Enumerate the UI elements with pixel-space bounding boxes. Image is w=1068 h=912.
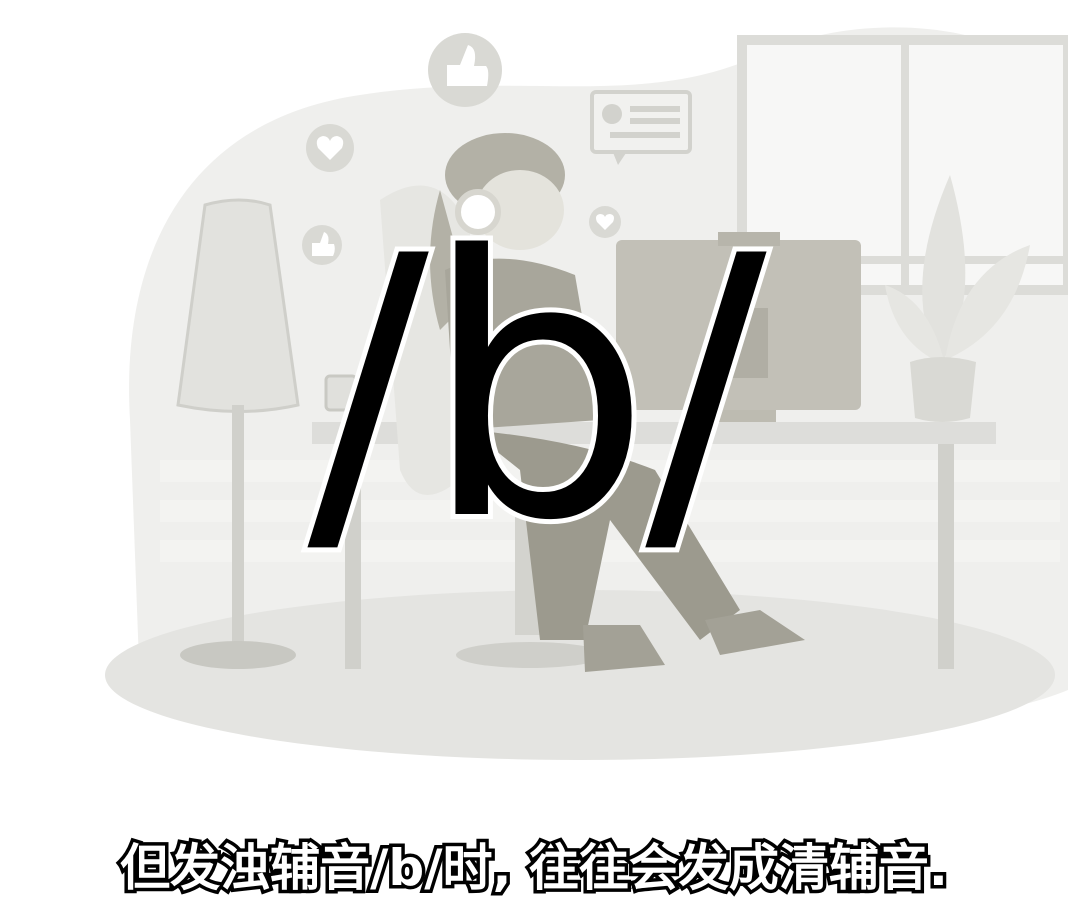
- thumbs-up-icon: [302, 225, 342, 265]
- workspace-illustration: [105, 27, 1068, 760]
- thumbs-up-icon: [428, 33, 502, 107]
- heart-icon: [589, 206, 621, 238]
- plant-icon: [885, 175, 1030, 422]
- mug: [324, 374, 358, 412]
- floor-rug: [105, 590, 1055, 760]
- phoneme-label: /b/: [302, 175, 771, 604]
- chat-bubble-icon: [590, 90, 692, 165]
- desk-lamp-icon: [176, 198, 300, 669]
- headphones-icon: [455, 189, 501, 235]
- person-figure: [430, 133, 805, 672]
- heart-icon: [306, 124, 354, 172]
- monitor: [616, 232, 861, 422]
- subtitle-caption: 但发浊辅音/b/时, 往往会发成清辅音.: [117, 836, 952, 901]
